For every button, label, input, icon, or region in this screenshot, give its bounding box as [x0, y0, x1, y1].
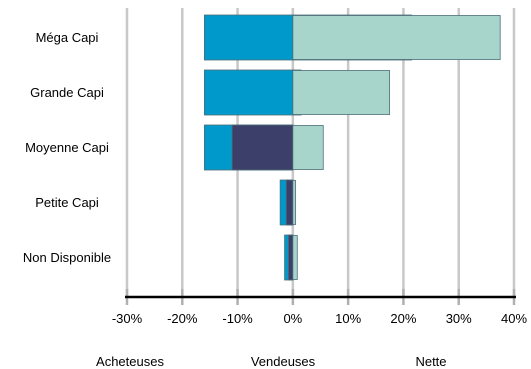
bar-acheteuses-0 — [203, 14, 294, 61]
bars — [203, 14, 501, 281]
category-labels: Méga Capi Grande Capi Moyenne Capi Petite C… — [23, 30, 111, 265]
bar-nette-3 — [292, 180, 297, 225]
x-tick-label: -20% — [167, 311, 198, 326]
x-tick-label: 30% — [446, 311, 472, 326]
legend: Acheteuses Vendeuses Nette — [96, 354, 447, 369]
bar-nette-0 — [292, 15, 501, 60]
bar-vendeuses-2 — [231, 124, 294, 171]
bar-vendeuses-3 — [285, 179, 294, 226]
legend-label: Vendeuses — [251, 354, 316, 369]
x-tick-label: 20% — [390, 311, 416, 326]
category-label: Grande Capi — [30, 85, 104, 100]
category-label: Moyenne Capi — [25, 140, 109, 155]
legend-label: Nette — [415, 354, 446, 369]
category-label: Non Disponible — [23, 250, 111, 265]
x-tick-label: 10% — [335, 311, 361, 326]
bar-acheteuses-1 — [203, 69, 294, 116]
category-label: Méga Capi — [36, 30, 99, 45]
x-tick-label: -30% — [112, 311, 143, 326]
bar-nette-1 — [292, 70, 391, 115]
bar-vendeuses-4 — [288, 234, 294, 281]
x-axis: -30% -20% -10% 0% 10% 20% 30% 40% — [112, 289, 527, 326]
legend-label: Acheteuses — [96, 354, 164, 369]
bar-nette-4 — [292, 235, 298, 280]
bar-nette-2 — [292, 125, 324, 170]
x-tick-label: 0% — [283, 311, 302, 326]
category-label: Petite Capi — [35, 195, 99, 210]
x-tick-label: -10% — [222, 311, 253, 326]
x-tick-label: 40% — [501, 311, 527, 326]
